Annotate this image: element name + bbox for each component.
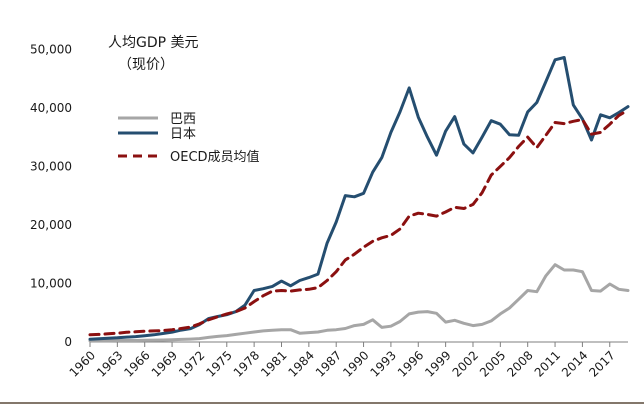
x-tick-label: 2014 [559,348,590,379]
y-tick-label: 10,000 [30,276,72,290]
x-tick-label: 1975 [203,348,234,379]
legend-label-japan: 日本 [170,127,196,142]
x-tick-label: 1999 [422,348,453,379]
series-line-1 [90,58,628,340]
x-tick-label: 1987 [313,348,344,379]
x-tick-label: 2017 [586,348,617,379]
legend: 巴西 日本 OECD成员均值 [118,112,260,165]
series-layer [90,58,628,341]
y-tick-label: 40,000 [30,101,72,115]
x-tick-label: 1984 [285,348,316,379]
legend-label-oecd: OECD成员均值 [170,149,260,165]
legend-label-brazil: 巴西 [170,112,196,127]
x-tick-label: 1996 [395,348,426,379]
x-tick-label: 2005 [477,348,508,379]
title-layer: 人均GDP 美元 （现价） [108,35,199,73]
x-tick-label: 1969 [149,348,180,379]
chart-title: 人均GDP 美元 [108,35,199,51]
x-tick-label: 1963 [94,348,125,379]
x-tick-label: 2002 [450,348,481,379]
x-tick-label: 1978 [231,348,262,379]
chart-subtitle: （现价） [118,57,174,73]
axes: 010,00020,00030,00040,00050,000196019631… [0,42,644,403]
series-line-2 [90,110,628,335]
x-tick-label: 1972 [176,348,207,379]
y-tick-label: 20,000 [30,218,72,232]
y-tick-label: 50,000 [30,42,72,56]
x-tick-label: 2011 [532,348,563,379]
y-tick-label: 30,000 [30,159,72,173]
x-tick-label: 1966 [121,348,152,379]
x-tick-label: 1993 [368,348,399,379]
x-tick-label: 1960 [67,348,98,379]
x-tick-label: 1990 [340,348,371,379]
x-tick-label: 2008 [504,348,535,379]
y-tick-label: 0 [64,335,72,349]
x-tick-label: 1981 [258,348,289,379]
